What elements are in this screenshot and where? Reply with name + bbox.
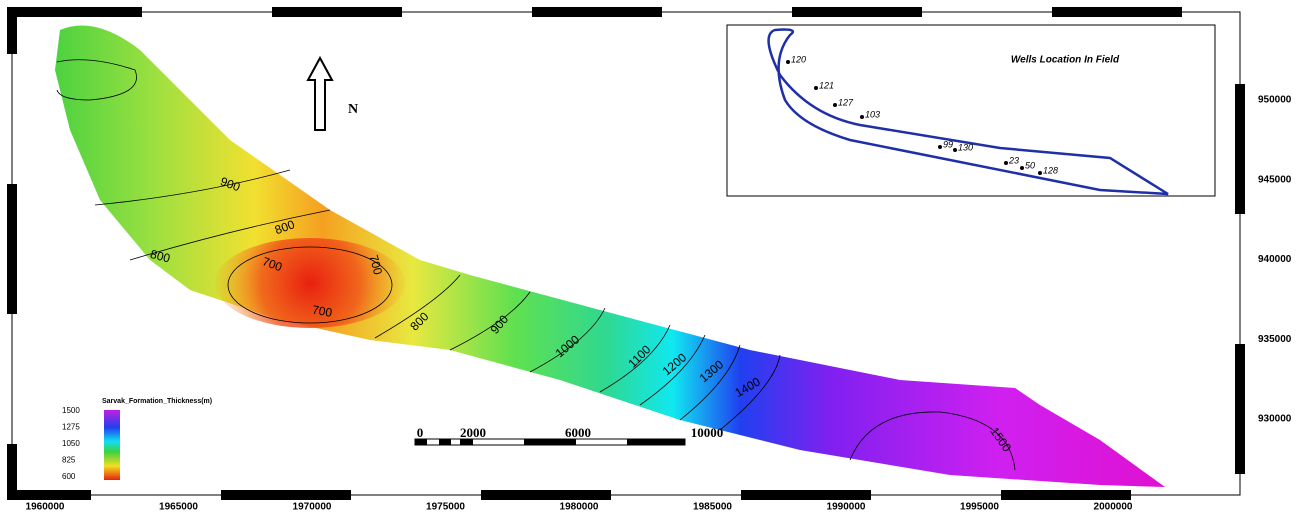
- scale-blocks: [415, 439, 685, 445]
- scale-label: 10000: [691, 425, 724, 440]
- contour-label: 700: [366, 253, 385, 276]
- x-tick-label: 1975000: [426, 502, 465, 513]
- contour-label: 800: [273, 217, 297, 237]
- thick-low: [215, 238, 405, 328]
- contour-label: 700: [260, 254, 284, 274]
- well-marker: [1038, 171, 1042, 175]
- y-tick-label: 930000: [1258, 414, 1292, 425]
- frame-ticks: [7, 7, 1245, 500]
- well-label: 99: [943, 139, 953, 149]
- x-tick-label: 1970000: [293, 502, 332, 513]
- legend-tick-label: 600: [62, 472, 76, 481]
- well-label: 50: [1025, 160, 1035, 170]
- well-marker: [1004, 161, 1008, 165]
- y-tick-label: 950000: [1258, 95, 1292, 106]
- legend-tick-label: 1275: [62, 423, 80, 432]
- legend-bar: [104, 410, 120, 480]
- contour-label: 900: [218, 174, 242, 194]
- legend-tick-label: 1050: [62, 439, 80, 448]
- x-tick-label: 1960000: [26, 502, 65, 513]
- y-tick-label: 935000: [1258, 334, 1292, 345]
- well-label: 121: [819, 80, 834, 90]
- x-tick-label: 1990000: [827, 502, 866, 513]
- contour-label: 700: [311, 303, 333, 320]
- y-tick-label: 940000: [1258, 254, 1292, 265]
- legend-title: Sarvak_Formation_Thickness(m): [102, 398, 212, 405]
- well-marker: [814, 86, 818, 90]
- well-label: 103: [865, 109, 880, 119]
- y-tick-label: 945000: [1258, 174, 1292, 185]
- contour-label: 800: [149, 247, 172, 266]
- well-label: 130: [958, 142, 973, 152]
- north-arrow: [306, 55, 334, 131]
- legend-tick-label: 825: [62, 456, 76, 465]
- inset-field-outline: [767, 28, 1169, 196]
- well-label: 128: [1043, 165, 1058, 175]
- north-label: N: [348, 102, 358, 117]
- x-tick-label: 1995000: [960, 502, 999, 513]
- inset-frame: [726, 24, 1216, 197]
- x-tick-label: 1980000: [560, 502, 599, 513]
- well-marker: [938, 145, 942, 149]
- scale-label: 0: [417, 425, 424, 440]
- well-marker: [786, 60, 790, 64]
- well-label: 127: [838, 97, 854, 107]
- well-marker: [953, 148, 957, 152]
- well-marker: [833, 103, 837, 107]
- well-marker: [1020, 166, 1024, 170]
- well-label: 120: [791, 54, 806, 64]
- scale-label: 6000: [565, 425, 591, 440]
- x-tick-label: 1985000: [693, 502, 732, 513]
- x-tick-label: 2000000: [1094, 502, 1133, 513]
- x-tick-label: 1965000: [159, 502, 198, 513]
- well-marker: [860, 115, 864, 119]
- well-label: 23: [1008, 155, 1019, 165]
- scale-label: 2000: [460, 425, 486, 440]
- inset-title: Wells Location In Field: [1011, 55, 1120, 66]
- legend-tick-label: 1500: [62, 406, 80, 415]
- contours: [56, 59, 1016, 471]
